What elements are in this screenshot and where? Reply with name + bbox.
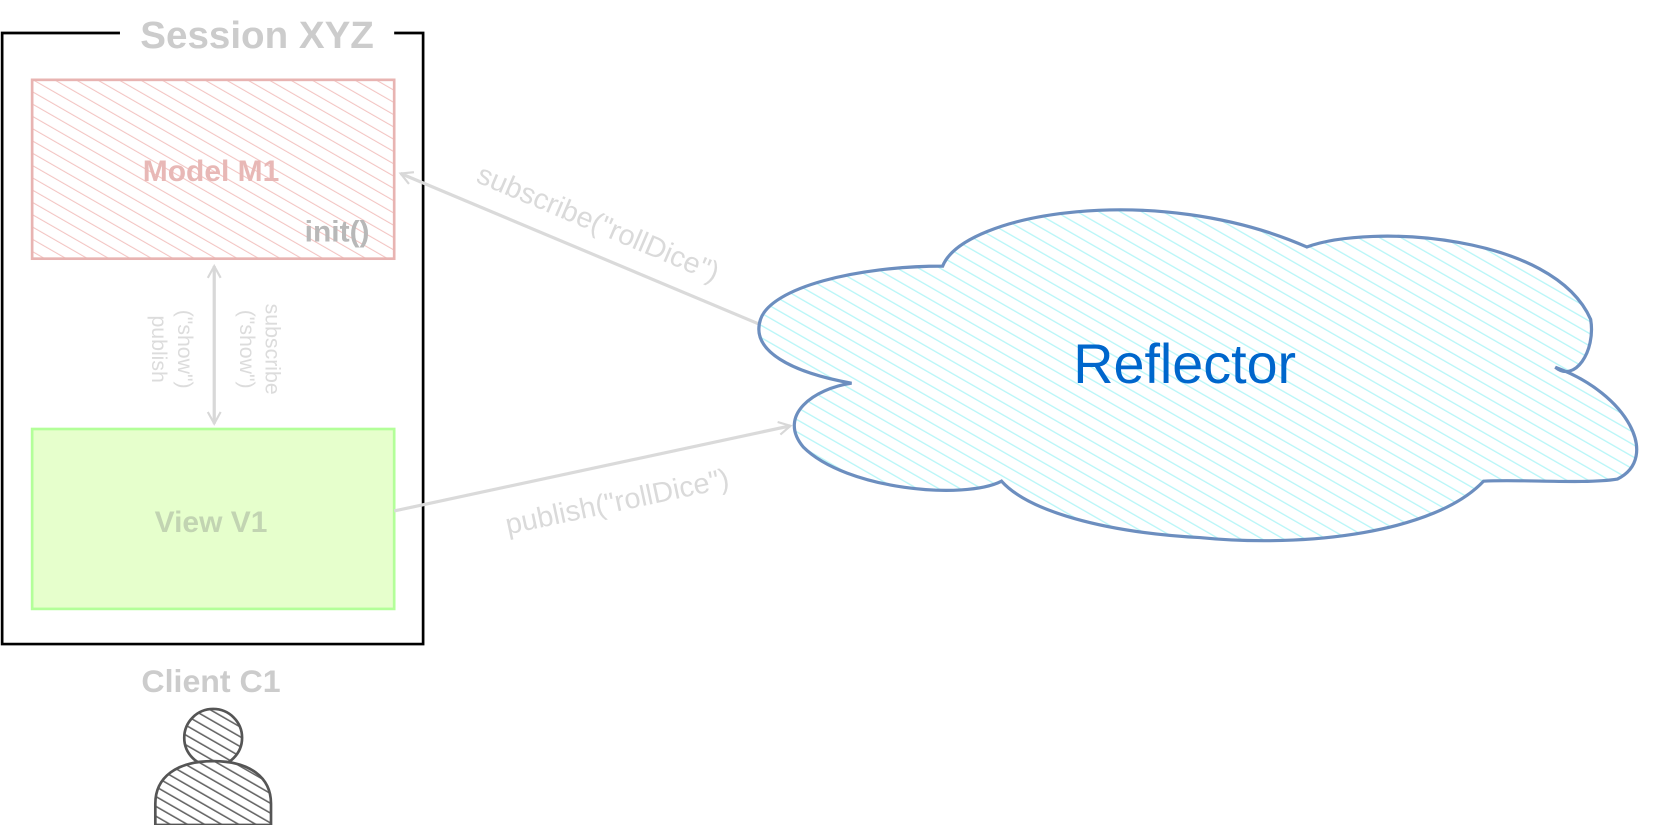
- model-method: init(): [305, 216, 370, 249]
- user-icon: [153, 707, 273, 825]
- session-title: Session XYZ: [140, 14, 374, 57]
- publish-rolldice-label: publish("rollDice"): [502, 463, 732, 541]
- client-label: Client C1: [141, 663, 280, 699]
- view-label: View V1: [155, 506, 268, 539]
- subscribe-show-label-line1: subscribe: [261, 304, 285, 395]
- client: Client C1: [141, 663, 281, 825]
- publish-show-label-line1: publish: [147, 315, 171, 382]
- publish-rolldice-arrow: publish("rollDice"): [393, 426, 790, 541]
- reflector-label: Reflector: [1073, 333, 1296, 395]
- subscribe-show-label-line2: ("show"): [235, 310, 259, 389]
- session-container: Session XYZ: [0, 14, 425, 646]
- model-label: Model M1: [143, 155, 280, 188]
- publish-show-label-line2: ("show"): [173, 310, 197, 389]
- model-box[interactable]: Model M1 init(): [30, 78, 396, 261]
- view-box[interactable]: View V1: [30, 427, 396, 611]
- subscribe-rolldice-label: subscribe("rollDice"): [472, 159, 724, 289]
- local-pubsub-arrow: publish ("show") subscribe ("show"): [147, 266, 285, 424]
- subscribe-rolldice-arrow: subscribe("rollDice"): [401, 159, 762, 327]
- reflector-cloud[interactable]: Reflector: [757, 208, 1639, 543]
